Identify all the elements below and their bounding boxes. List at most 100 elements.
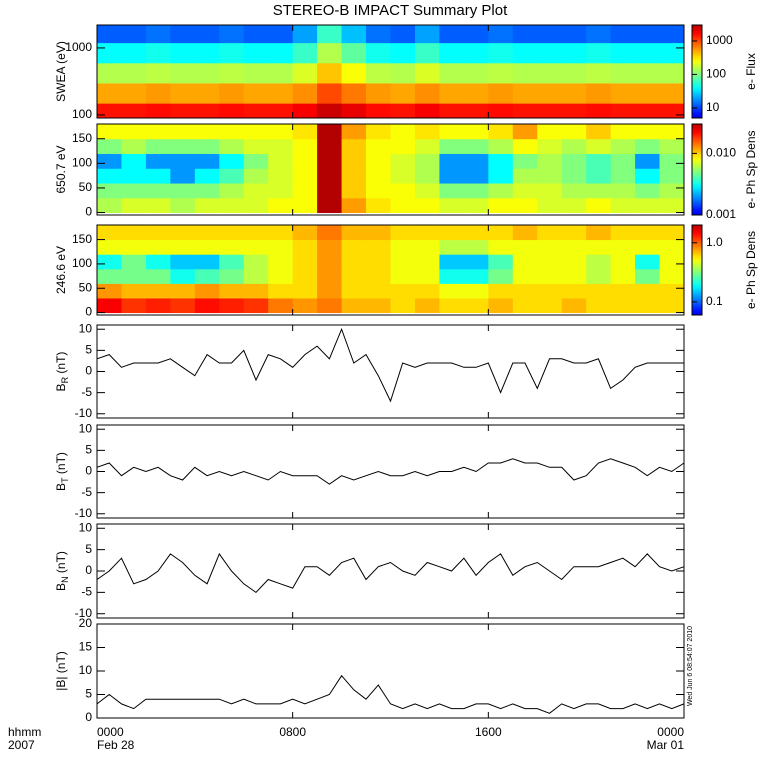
heatmap-cell [366,268,391,284]
y-axis-label-text: B [54,583,68,591]
heatmap-cell [341,297,367,314]
heatmap-cell [194,225,220,241]
heatmap-cell [243,225,269,241]
heatmap-cell [145,254,171,270]
heatmap-cell [243,42,269,64]
colorbar-label: e- Ph Sp Dens [744,231,758,309]
heatmap-cell [194,183,220,199]
heatmap-cell [610,297,636,314]
heatmap-cell [97,82,122,104]
heatmap-cell [390,197,416,214]
heatmap-cell [512,138,538,155]
heatmap-cell [243,103,269,119]
heatmap-cell [463,297,489,314]
heatmap-cell [561,297,587,314]
heatmap-cell [439,239,465,255]
heatmap-cell [414,254,440,270]
heatmap-cell [463,283,489,299]
heatmap-cell [537,168,563,184]
heatmap-cell [145,62,171,84]
heatmap-cell [390,42,416,64]
heatmap-cell [390,268,416,284]
heatmap-cell [635,82,661,104]
y-axis-label-text: B [54,383,68,391]
heatmap-cell [170,138,196,155]
heatmap-cell [194,82,220,104]
heatmap-cell [194,268,220,284]
heatmap-cell [512,197,538,214]
x-tick-label: 0800 [279,725,306,739]
heatmap-cell [659,25,685,44]
y-axis-label-text: B [54,483,68,491]
heatmap-cell [121,153,147,169]
heatmap-cell [512,254,538,270]
heatmap-cell [439,124,465,140]
heatmap-cell [537,297,563,314]
heatmap-cell [488,239,514,255]
heatmap-cell [219,183,245,199]
heatmap-cell [439,25,465,44]
heatmap-cell [610,239,636,255]
heatmap-cell [463,168,489,184]
heatmap-cell [219,268,245,284]
heatmap-cell [97,239,122,255]
y-tick-label: 0 [85,364,92,378]
colorbar [691,123,703,216]
y-axis-label-subscript: N [60,576,70,583]
heatmap-cell [219,168,245,184]
heatmap-cell [317,297,343,314]
y-axis-label: BT (nT) [54,452,70,491]
heatmap-cell [341,42,367,64]
heatmap-cell [586,297,612,314]
heatmap-cell [439,82,465,104]
heatmap-cell [292,225,318,241]
heatmap-cell [586,168,612,184]
heatmap-cell [414,82,440,104]
heatmap-cell [537,42,563,64]
colorbar-tick-label: 10 [706,100,720,114]
heatmap-cell [439,268,465,284]
heatmap-cell [414,168,440,184]
x-row-label: hhmm [8,725,41,739]
heatmap-cell [194,283,220,299]
heatmap-cell [97,103,122,119]
heatmap-cell [561,138,587,155]
heatmap-cell [463,42,489,64]
y-tick-label: 5 [85,443,92,457]
heatmap-cell [243,153,269,169]
heatmap-cell [366,82,391,104]
heatmap-cell [194,42,220,64]
heatmap-cell [537,239,563,255]
heatmap-cell [219,42,245,64]
heatmap-cell [121,283,147,299]
heatmap-cell [243,25,269,44]
heatmap-cell [292,62,318,84]
heatmap-cell [243,138,269,155]
heatmap-cell [121,82,147,104]
heatmap-cell [292,297,318,314]
heatmap-cell [317,103,343,119]
y-axis-label: |B| (nT) [54,651,68,691]
heatmap-cell [292,25,318,44]
heatmap-cell [366,225,391,241]
heatmap-cell [243,283,269,299]
panel-frame [96,123,685,216]
heatmap-cell [121,124,147,140]
title: STEREO-B IMPACT Summary Plot [273,2,508,19]
heatmap-cell [341,103,367,119]
heatmap-cell [268,153,294,169]
heatmap-cell [635,153,661,169]
y-tick-label: 100 [72,107,92,121]
colorbar-tick-label: 100 [706,67,726,81]
heatmap-cell [390,82,416,104]
heatmap-cell [561,153,587,169]
data-line [96,458,685,485]
heatmap-cell [243,268,269,284]
heatmap-cell [512,82,538,104]
heatmap-cell [170,268,196,284]
heatmap-cell [97,183,122,199]
heatmap-cell [341,239,367,255]
heatmap-cell [659,153,685,169]
heatmap-cell [439,254,465,270]
heatmap-cell [97,225,122,241]
